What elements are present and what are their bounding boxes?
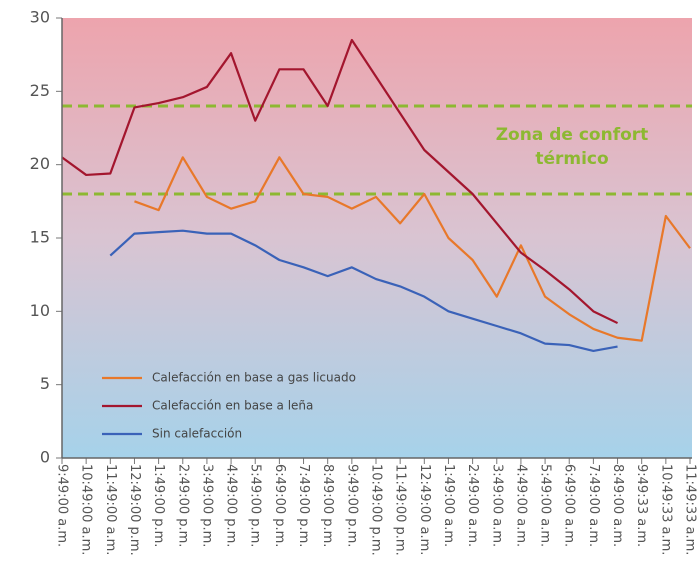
legend-label: Calefacción en base a leña xyxy=(152,399,313,413)
x-tick-label: 1:49:00 a.m. xyxy=(441,464,456,547)
series-line xyxy=(61,38,619,325)
x-tick-label: 7:49:00 p.m. xyxy=(296,464,311,547)
x-tick-label: 10:49:33 a.m. xyxy=(658,464,673,555)
y-tick-label: 25 xyxy=(30,81,50,100)
x-tick-label: 4:49:00 p.m. xyxy=(224,464,239,547)
annotation: Zona de confort xyxy=(496,125,649,145)
x-tick-label: 11:49:00 a.m. xyxy=(103,464,118,555)
x-tick-label: 12:49:00 p.m. xyxy=(127,464,142,556)
x-tick-label: 9:49:00 p.m. xyxy=(344,464,359,547)
y-tick-label: 5 xyxy=(40,374,50,393)
x-tick-label: 11:49:00 p.m. xyxy=(393,464,408,556)
x-tick-label: 8:49:00 a.m. xyxy=(610,464,625,547)
x-tick-label: 1:49:00 p.m. xyxy=(151,464,166,547)
annotation: térmico xyxy=(535,149,608,169)
plot-background xyxy=(62,18,692,458)
y-tick-label: 20 xyxy=(30,154,50,173)
x-tick-label: 5:49:00 a.m. xyxy=(538,464,553,547)
y-tick-label: 30 xyxy=(30,8,50,27)
x-tick-label: 4:49:00 a.m. xyxy=(513,464,528,547)
x-tick-label: 8:49:00 p.m. xyxy=(320,464,335,547)
legend-label: Sin calefacción xyxy=(152,427,242,441)
series-line xyxy=(134,156,691,342)
x-tick-label: 6:49:00 a.m. xyxy=(562,464,577,547)
x-tick-label: 3:49:00 a.m. xyxy=(489,464,504,547)
x-tick-label: 7:49:00 a.m. xyxy=(586,464,601,547)
x-tick-label: 6:49:00 p.m. xyxy=(272,464,287,547)
x-tick-label: 2:49:00 a.m. xyxy=(465,464,480,547)
legend-label: Calefacción en base a gas licuado xyxy=(152,371,356,385)
y-tick-label: 15 xyxy=(30,228,50,247)
x-tick-label: 9:49:00 a.m. xyxy=(55,464,70,547)
x-tick-label: 5:49:00 p.m. xyxy=(248,464,263,547)
x-tick-label: 12:49:00 a.m. xyxy=(417,464,432,555)
x-tick-label: 2:49:00 p.m. xyxy=(175,464,190,547)
x-tick-label: 10:49:00 a.m. xyxy=(79,464,94,555)
y-tick-label: 10 xyxy=(30,301,50,320)
x-tick-label: 3:49:00 p.m. xyxy=(199,464,214,547)
series-line xyxy=(109,229,618,353)
x-tick-label: 9:49:33 a.m. xyxy=(634,464,649,547)
x-tick-label: 11:49:33 a.m. xyxy=(683,464,698,555)
x-tick-label: 10:49:00 p.m. xyxy=(369,464,384,556)
y-tick-label: 0 xyxy=(40,448,50,467)
